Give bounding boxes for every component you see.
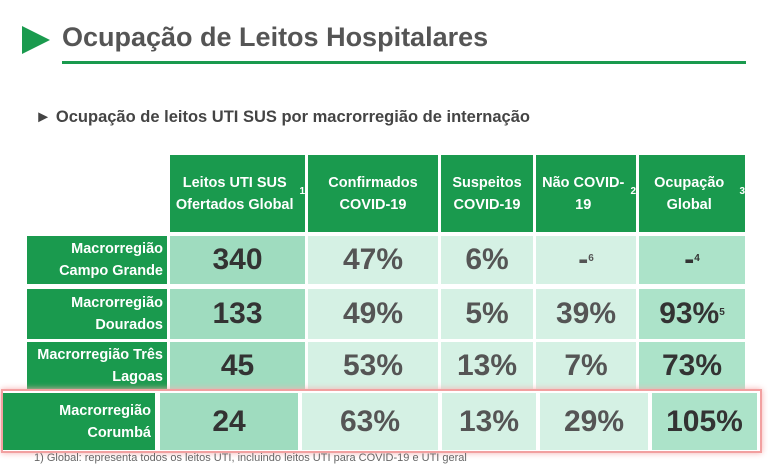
cell-text: 13% xyxy=(458,404,520,438)
row-label-text: Macrorregião Campo Grande xyxy=(59,241,163,279)
cell-text: 49% xyxy=(342,297,404,330)
cell-text: 93% xyxy=(659,297,720,330)
cell-text: 6% xyxy=(465,243,509,276)
column-header: Não COVID-19 2 xyxy=(536,155,636,232)
cell-text: 53% xyxy=(342,349,404,382)
cell-text: Não COVID-19 xyxy=(542,174,625,213)
cell-text: 5% xyxy=(465,297,509,330)
data-cell: 45 xyxy=(170,342,305,390)
row-label: Macrorregião Campo Grande xyxy=(27,236,167,284)
footnote-marker: 5 xyxy=(719,306,725,318)
cell-text: - xyxy=(578,243,589,276)
data-cell: 39% xyxy=(536,289,636,339)
data-cell: 47% xyxy=(308,236,438,284)
data-cell: -4 xyxy=(639,236,745,284)
row-label: Macrorregião Corumbá xyxy=(3,393,155,450)
data-cell: 53% xyxy=(308,342,438,390)
data-cell: 93% 5 xyxy=(639,289,745,339)
highlight-outline xyxy=(1,389,762,453)
cell-text: 105% xyxy=(666,404,743,438)
cell-text: 39% xyxy=(555,297,617,330)
data-cell: 63% xyxy=(302,393,438,450)
data-cell: 13% xyxy=(442,393,536,450)
data-cell: 6% xyxy=(441,236,533,284)
data-cell: 29% xyxy=(540,393,648,450)
cell-text: 13% xyxy=(456,349,518,382)
data-cell: 105% xyxy=(652,393,757,450)
cell-text: 47% xyxy=(342,243,404,276)
footnote-marker: 1 xyxy=(299,185,305,197)
data-cell: 13% xyxy=(441,342,533,390)
title-divider xyxy=(62,61,746,64)
footnote-marker: 4 xyxy=(694,252,700,264)
footnote-marker: 2 xyxy=(630,185,636,197)
cell-text: 29% xyxy=(563,404,625,438)
row-label: Macrorregião Dourados xyxy=(27,289,167,339)
column-header: Ocupação Global 3 xyxy=(639,155,745,232)
footnote-marker: 6 xyxy=(588,252,594,264)
cell-text: 133 xyxy=(212,297,263,330)
column-header: Confirmados COVID-19 xyxy=(308,155,438,232)
section-subtitle: ► Ocupação de leitos UTI SUS por macrorr… xyxy=(35,108,530,126)
data-cell: 5% xyxy=(441,289,533,339)
data-cell: -6 xyxy=(536,236,636,284)
cell-text: Confirmados COVID-19 xyxy=(328,174,418,213)
row-label-text: Macrorregião Dourados xyxy=(71,295,163,333)
cell-text: 63% xyxy=(339,404,401,438)
row-label-text: Macrorregião Três Lagoas xyxy=(37,347,163,385)
data-cell: 49% xyxy=(308,289,438,339)
cell-text: Leitos UTI SUS Ofertados Global xyxy=(175,174,294,213)
page-title: Ocupação de Leitos Hospitalares xyxy=(62,22,489,52)
column-header: Leitos UTI SUS Ofertados Global 1 xyxy=(170,155,305,232)
green-triangle-icon xyxy=(22,26,50,54)
cell-text: 340 xyxy=(212,243,263,276)
footnote: 1) Global: representa todos os leitos UT… xyxy=(34,452,467,464)
data-cell: 340 xyxy=(170,236,305,284)
column-header: Suspeitos COVID-19 xyxy=(441,155,533,232)
cell-text: 73% xyxy=(661,349,723,382)
cell-text: Ocupação Global xyxy=(654,174,725,213)
data-cell: 73% xyxy=(639,342,745,390)
cell-text: 7% xyxy=(564,349,608,382)
footnote-marker: 3 xyxy=(739,185,745,197)
cell-text: 24 xyxy=(212,404,246,438)
cell-text: 45 xyxy=(220,349,255,382)
row-label: Macrorregião Três Lagoas xyxy=(27,342,167,390)
data-cell: 24 xyxy=(160,393,298,450)
cell-text: - xyxy=(684,243,695,276)
data-cell: 133 xyxy=(170,289,305,339)
cell-text: Suspeitos COVID-19 xyxy=(452,174,522,213)
row-label-text: Macrorregião Corumbá xyxy=(59,402,151,441)
data-cell: 7% xyxy=(536,342,636,390)
